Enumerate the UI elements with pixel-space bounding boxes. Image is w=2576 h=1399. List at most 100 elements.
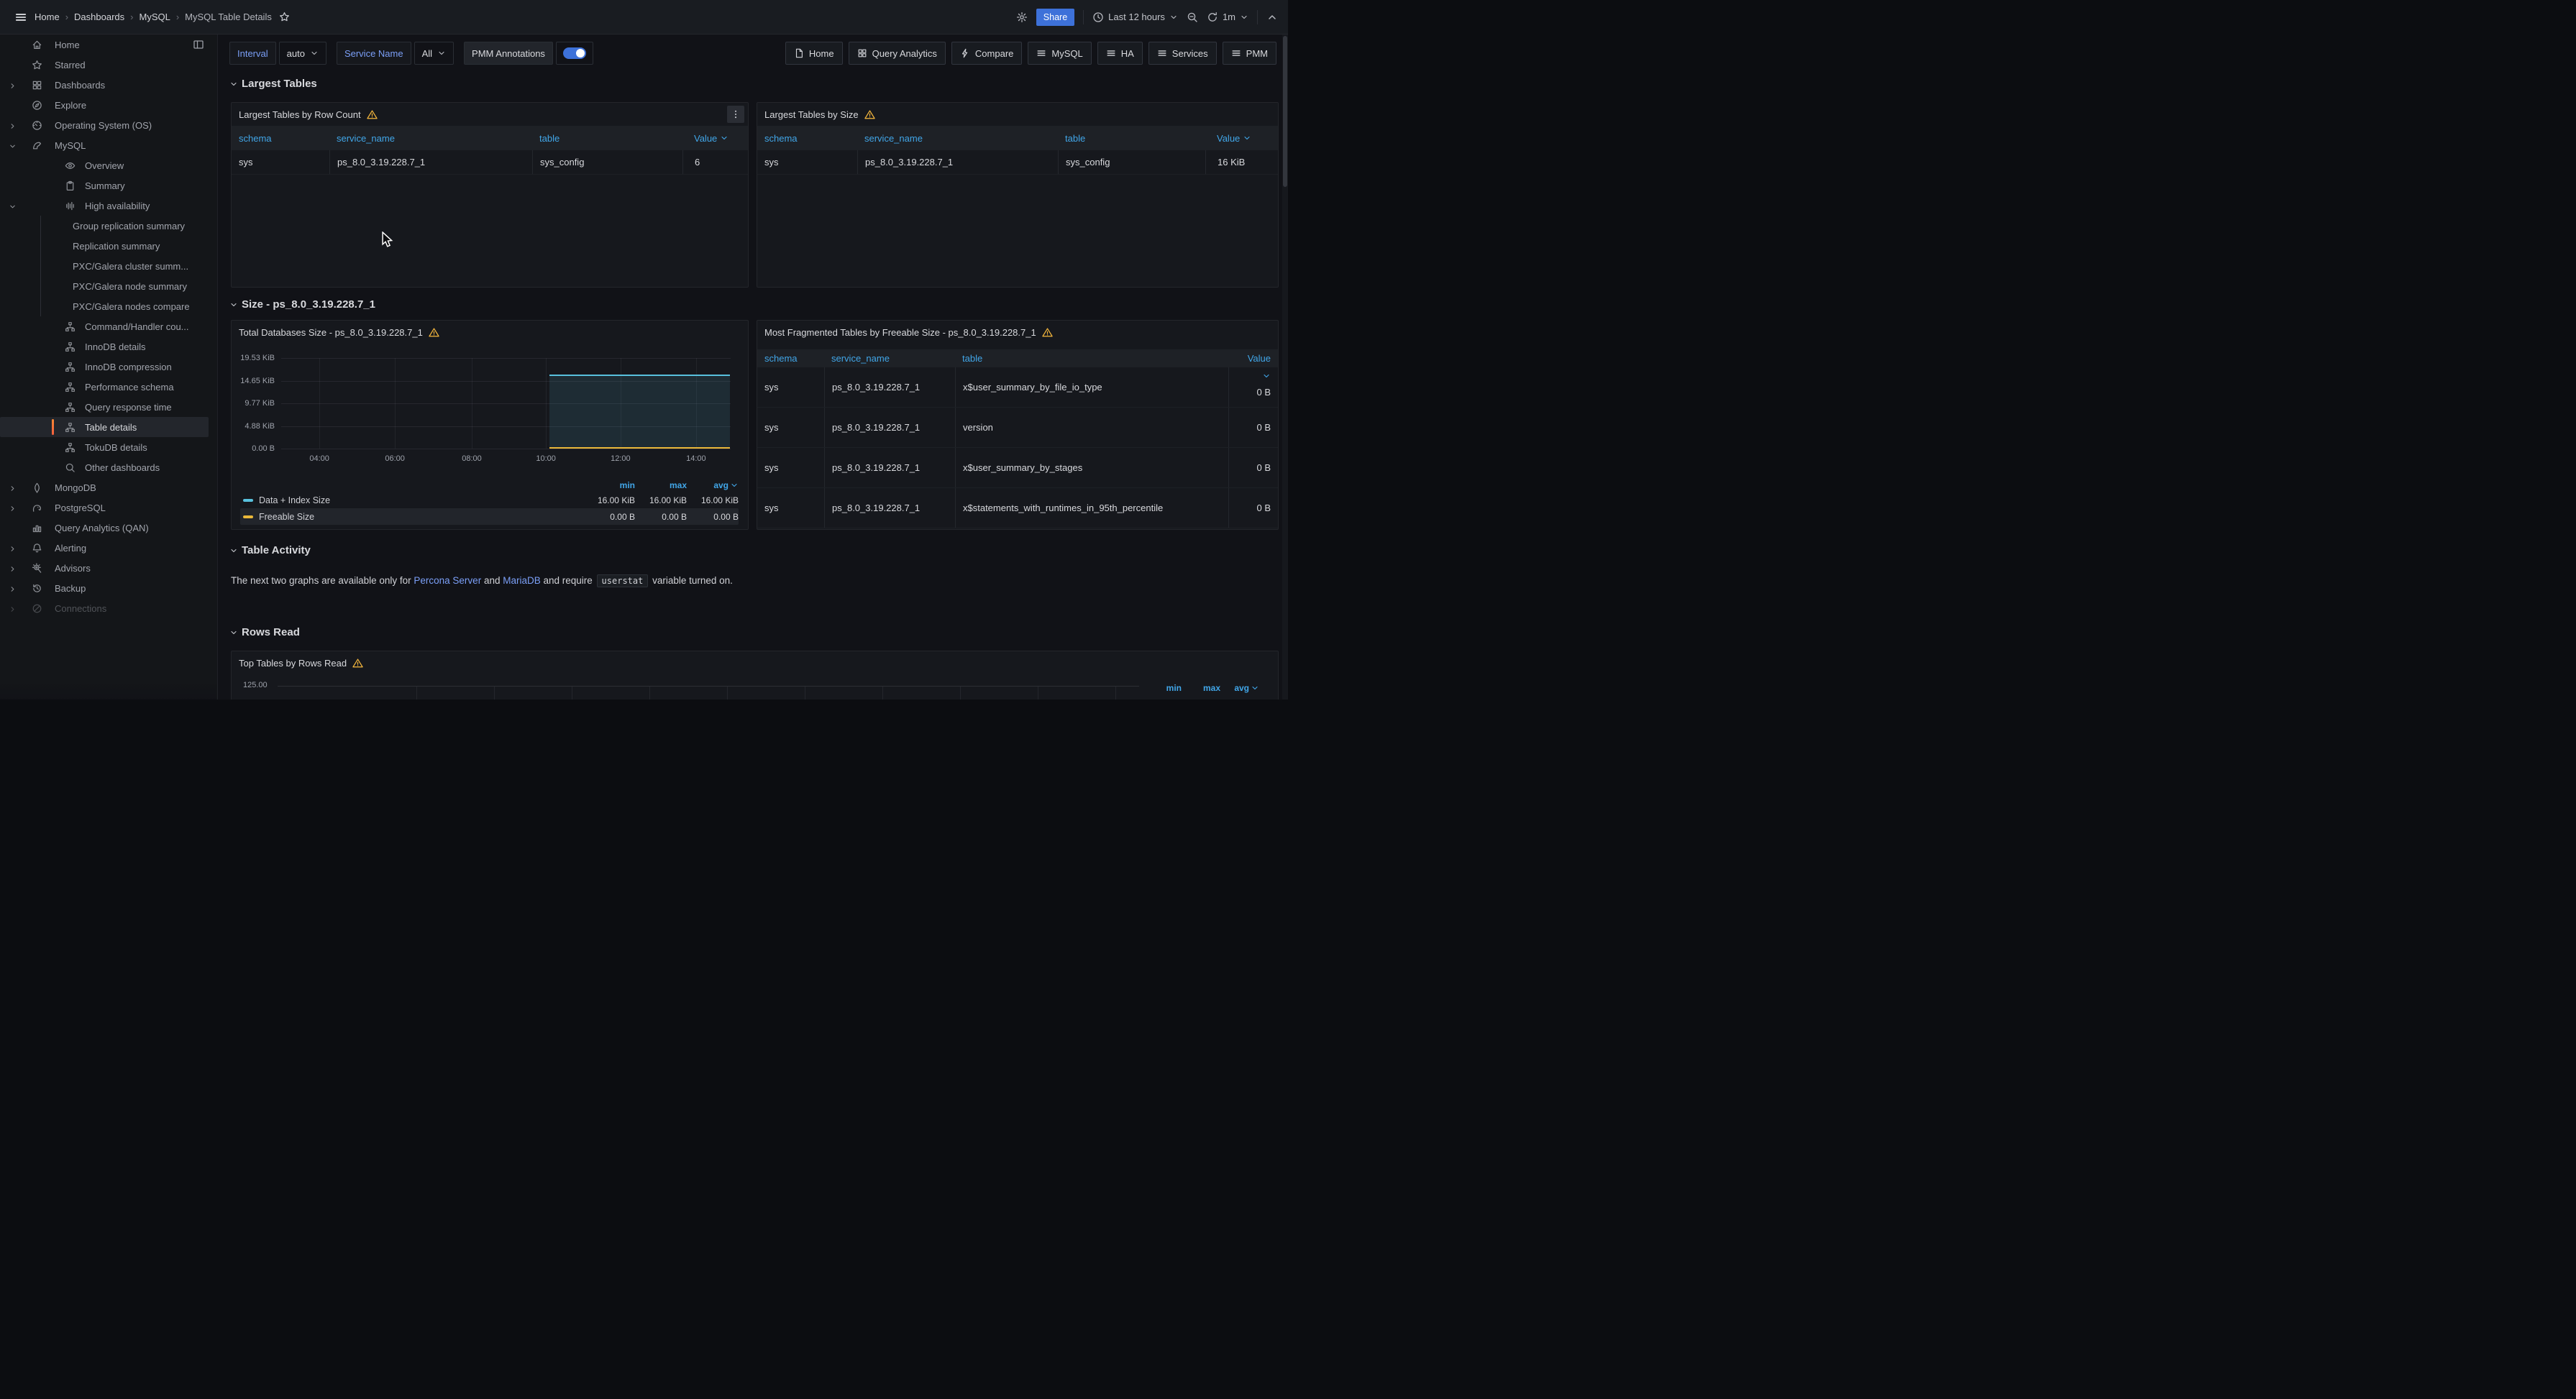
sidebar-item-pxc-galera-node-summary[interactable]: PXC/Galera node summary: [0, 276, 217, 296]
column-header-value[interactable]: Value: [1205, 133, 1278, 144]
series-name[interactable]: Data + Index Size: [259, 495, 583, 505]
dashboard-link-ha[interactable]: HA: [1097, 42, 1143, 65]
series-name[interactable]: Freeable Size: [259, 512, 583, 522]
sidebar-item-alerting[interactable]: Alerting: [0, 538, 217, 558]
share-button[interactable]: Share: [1036, 9, 1074, 26]
column-header-service_name[interactable]: service_name: [857, 133, 1058, 144]
sidebar-item-connections[interactable]: Connections: [0, 598, 217, 618]
dashboard-link-mysql[interactable]: MySQL: [1028, 42, 1091, 65]
interval-select[interactable]: auto: [279, 42, 326, 65]
sidebar-item-pxc-galera-nodes-compare[interactable]: PXC/Galera nodes compare: [0, 296, 217, 316]
sidebar-item-summary[interactable]: Summary: [0, 175, 217, 196]
chevron-right-icon[interactable]: [9, 544, 17, 552]
sidebar-item-performance-schema[interactable]: Performance schema: [0, 377, 217, 397]
sidebar-item-replication-summary[interactable]: Replication summary: [0, 236, 217, 256]
sidebar-item-innodb-compression[interactable]: InnoDB compression: [0, 357, 217, 377]
panel-title[interactable]: Total Databases Size - ps_8.0_3.19.228.7…: [239, 327, 423, 338]
section-table-activity[interactable]: Table Activity: [229, 544, 311, 556]
panel-title[interactable]: Largest Tables by Row Count: [239, 109, 361, 120]
dashboard-link-pmm[interactable]: PMM: [1223, 42, 1276, 65]
dashboard-settings-gear-icon[interactable]: [1016, 12, 1028, 23]
sidebar-item-innodb-details[interactable]: InnoDB details: [0, 336, 217, 357]
chevron-down-icon[interactable]: [9, 202, 17, 210]
zoom-out-icon[interactable]: [1187, 12, 1198, 23]
favorite-star-icon[interactable]: [279, 12, 290, 22]
column-header-service_name[interactable]: service_name: [824, 353, 955, 364]
percona-server-link[interactable]: Percona Server: [414, 575, 481, 586]
breadcrumb-item[interactable]: MySQL: [139, 12, 170, 22]
sidebar-collapse-icon[interactable]: [193, 39, 204, 50]
chevron-up-icon[interactable]: [1266, 12, 1278, 23]
legend-column-avg[interactable]: avg: [687, 480, 739, 490]
pmm-annotations-toggle[interactable]: [556, 42, 593, 65]
warning-icon[interactable]: [352, 658, 363, 669]
sidebar-item-overview[interactable]: Overview: [0, 155, 217, 175]
breadcrumb-item[interactable]: Dashboards: [74, 12, 124, 22]
chevron-right-icon[interactable]: [9, 81, 17, 89]
page-scrollbar[interactable]: [1282, 35, 1288, 700]
chevron-down-icon[interactable]: [9, 142, 17, 150]
sidebar-item-tokudb-details[interactable]: TokuDB details: [0, 437, 217, 457]
refresh-picker[interactable]: 1m: [1207, 12, 1248, 23]
sidebar-item-explore[interactable]: Explore: [0, 95, 217, 115]
sidebar-item-operating-system-os[interactable]: Operating System (OS): [0, 115, 217, 135]
warning-icon[interactable]: [864, 109, 875, 120]
legend-column-min[interactable]: min: [583, 480, 635, 490]
chevron-right-icon[interactable]: [9, 605, 17, 613]
sidebar-item-mongodb[interactable]: MongoDB: [0, 477, 217, 497]
sidebar-item-backup[interactable]: Backup: [0, 578, 217, 598]
sidebar-item-other-dashboards[interactable]: Other dashboards: [0, 457, 217, 477]
section-size[interactable]: Size - ps_8.0_3.19.228.7_1: [229, 298, 375, 311]
sidebar-item-table-details[interactable]: Table details: [0, 417, 209, 437]
sidebar-item-mysql[interactable]: MySQL: [0, 135, 217, 155]
sidebar-item-starred[interactable]: Starred: [0, 55, 217, 75]
chevron-right-icon[interactable]: [9, 121, 17, 129]
column-header-schema[interactable]: schema: [757, 353, 824, 364]
mariadb-link[interactable]: MariaDB: [503, 575, 541, 586]
sidebar-item-dashboards[interactable]: Dashboards: [0, 75, 217, 95]
dashboard-link-compare[interactable]: Compare: [951, 42, 1022, 65]
legend-column-max[interactable]: max: [635, 480, 687, 490]
legend-column-max[interactable]: max: [1182, 683, 1220, 693]
breadcrumb-item[interactable]: Home: [35, 12, 60, 22]
column-header-schema[interactable]: schema: [232, 133, 329, 144]
chevron-right-icon[interactable]: [9, 484, 17, 492]
section-rows-read[interactable]: Rows Read: [229, 626, 300, 638]
sidebar-item-postgresql[interactable]: PostgreSQL: [0, 497, 217, 518]
chevron-right-icon[interactable]: [9, 584, 17, 592]
sidebar-item-home[interactable]: Home: [0, 35, 217, 55]
chevron-right-icon[interactable]: [9, 564, 17, 572]
chevron-right-icon[interactable]: [9, 504, 17, 512]
sidebar-item-query-response-time[interactable]: Query response time: [0, 397, 217, 417]
sidebar-item-high-availability[interactable]: High availability: [0, 196, 217, 216]
dashboard-link-home[interactable]: Home: [785, 42, 843, 65]
warning-icon[interactable]: [367, 109, 378, 120]
sidebar-item-advisors[interactable]: Advisors: [0, 558, 217, 578]
sidebar-item-command-handler-cou[interactable]: Command/Handler cou...: [0, 316, 217, 336]
warning-icon[interactable]: [429, 327, 439, 338]
column-header-value[interactable]: Value: [682, 133, 748, 144]
sidebar-item-group-replication-summary[interactable]: Group replication summary: [0, 216, 217, 236]
sidebar-item-query-analytics-qan[interactable]: Query Analytics (QAN): [0, 518, 217, 538]
time-range-picker[interactable]: Last 12 hours: [1092, 12, 1178, 23]
dashboard-link-services[interactable]: Services: [1148, 42, 1217, 65]
panel-title[interactable]: Largest Tables by Size: [764, 109, 859, 120]
column-header-table[interactable]: table: [532, 133, 682, 144]
dashboard-link-query-analytics[interactable]: Query Analytics: [849, 42, 946, 65]
panel-title[interactable]: Top Tables by Rows Read: [239, 658, 347, 669]
panel-title[interactable]: Most Fragmented Tables by Freeable Size …: [764, 327, 1036, 338]
column-header-service_name[interactable]: service_name: [329, 133, 532, 144]
section-largest-tables[interactable]: Largest Tables: [229, 78, 317, 90]
service-name-select[interactable]: All: [414, 42, 454, 65]
column-header-value[interactable]: Value: [1228, 353, 1278, 364]
sidebar-item-pxc-galera-cluster-summ[interactable]: PXC/Galera cluster summ...: [0, 256, 217, 276]
legend-column-avg[interactable]: avg: [1220, 683, 1259, 693]
time-series-plot[interactable]: 04:0006:0008:0010:0012:0014:00: [281, 358, 731, 449]
warning-icon[interactable]: [1042, 327, 1053, 338]
menu-toggle-icon[interactable]: [14, 11, 27, 24]
column-header-schema[interactable]: schema: [757, 133, 857, 144]
column-header-table[interactable]: table: [1058, 133, 1205, 144]
panel-menu-kebab-icon[interactable]: [727, 106, 744, 123]
legend-column-min[interactable]: min: [1143, 683, 1182, 693]
column-header-table[interactable]: table: [955, 353, 1228, 364]
